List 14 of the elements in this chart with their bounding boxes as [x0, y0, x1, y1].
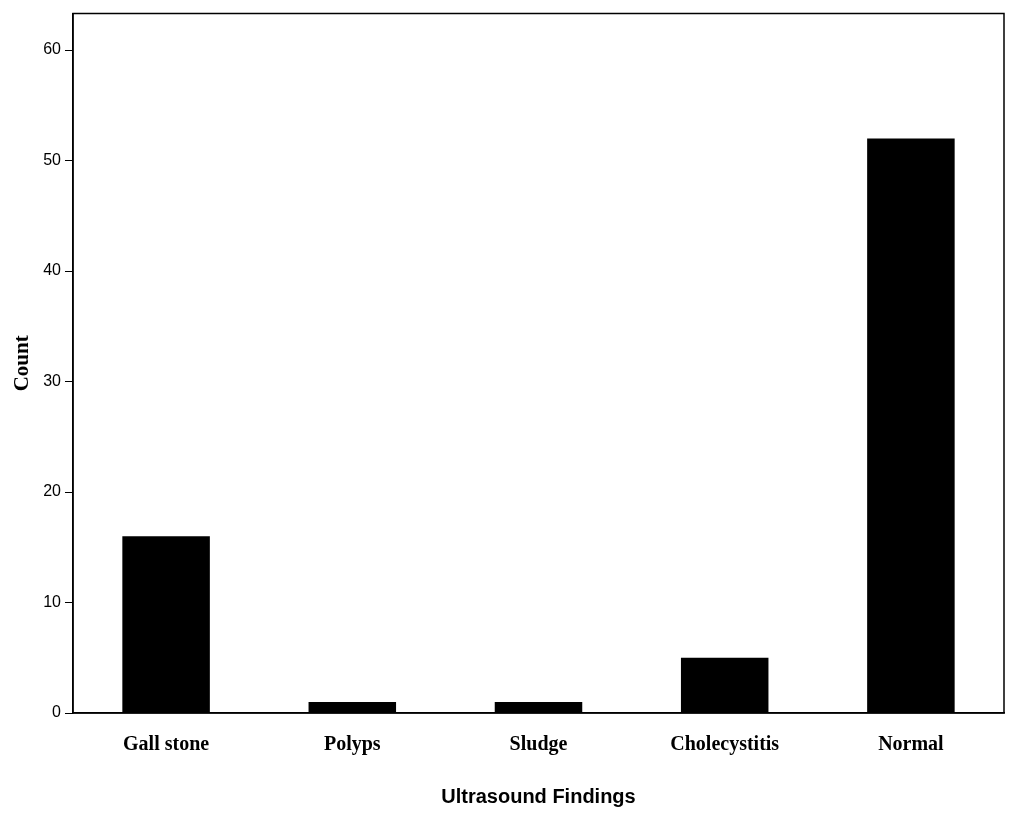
x-tick-label: Sludge [509, 732, 568, 756]
y-tick-label: 10 [43, 592, 62, 610]
y-tick-label: 40 [43, 261, 62, 279]
y-axis-title: Count [9, 335, 34, 392]
x-tick-label: Polyps [323, 732, 381, 756]
x-axis-title: Ultrasound Findings [441, 784, 636, 807]
y-tick-label: 50 [43, 150, 62, 168]
y-tick-label: 20 [43, 482, 62, 500]
x-tick-label: Normal [878, 732, 945, 755]
y-tick-label: 60 [43, 40, 62, 58]
x-tick-label: Gall stone [123, 732, 210, 755]
y-tick-label: 0 [52, 703, 62, 721]
x-tick-label: Cholecystitis [670, 732, 780, 756]
y-tick-label: 30 [43, 371, 62, 389]
